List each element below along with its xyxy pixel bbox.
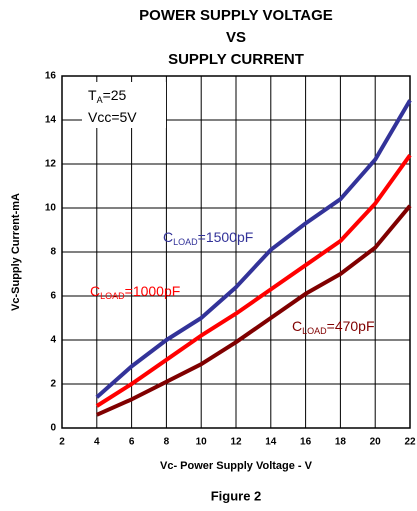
y-tick-label: 4 (50, 335, 56, 346)
series-label-part: C (292, 318, 302, 334)
x-tick-label: 2 (59, 437, 65, 448)
x-tick-label: 16 (300, 437, 312, 448)
annotation-part: Vcc=5V (88, 109, 137, 125)
annotation-part: T (88, 87, 97, 103)
y-tick-label: 8 (50, 247, 56, 258)
x-tick-label: 8 (164, 437, 170, 448)
series-line (95, 204, 412, 417)
x-tick-label: 20 (370, 437, 382, 448)
series-label-part: =1500pF (198, 229, 254, 245)
series-label-part: LOAD (173, 237, 198, 247)
series-label-part: C (163, 229, 173, 245)
chart-title: POWER SUPPLY VOLTAGE (139, 7, 333, 24)
x-tick-label: 12 (230, 437, 242, 448)
annotation-box (82, 82, 166, 128)
y-tick-label: 16 (45, 71, 57, 82)
y-tick-label: 6 (50, 291, 56, 302)
y-tick-label: 14 (45, 115, 57, 126)
series-label-part: C (90, 283, 100, 299)
chart-title: SUPPLY CURRENT (168, 51, 304, 68)
annotation-part: A (97, 95, 103, 105)
series-label-part: =470pF (327, 318, 375, 334)
series-label: CLOAD=1000pF (90, 283, 180, 302)
x-tick-label: 4 (94, 437, 100, 448)
x-tick-label: 22 (404, 437, 416, 448)
y-tick-label: 2 (50, 379, 56, 390)
x-axis-label: Vc- Power Supply Voltage - V (160, 460, 313, 472)
y-tick-label: 10 (45, 203, 57, 214)
annotation: TA=25 (88, 87, 127, 106)
y-tick-label: 0 (50, 423, 56, 434)
series-label: CLOAD=1500pF (163, 229, 253, 248)
series-label-part: LOAD (302, 326, 327, 336)
annotation: Vcc=5V (88, 109, 137, 125)
x-tick-label: 6 (129, 437, 135, 448)
annotation-part: =25 (103, 87, 127, 103)
caption: Figure 2 (211, 488, 262, 503)
x-tick-label: 14 (265, 437, 277, 448)
y-tick-label: 12 (45, 159, 57, 170)
series-label-part: LOAD (100, 291, 125, 301)
series-line (95, 154, 412, 408)
y-axis-label: Vc-Supply Current-mA (10, 193, 22, 311)
plot-frame (61, 75, 411, 429)
series-label: CLOAD=470pF (292, 318, 375, 337)
x-tick-label: 10 (196, 437, 208, 448)
series-line (95, 99, 412, 399)
chart-title: VS (226, 29, 246, 46)
x-tick-label: 18 (335, 437, 347, 448)
series-label-part: =1000pF (125, 283, 181, 299)
